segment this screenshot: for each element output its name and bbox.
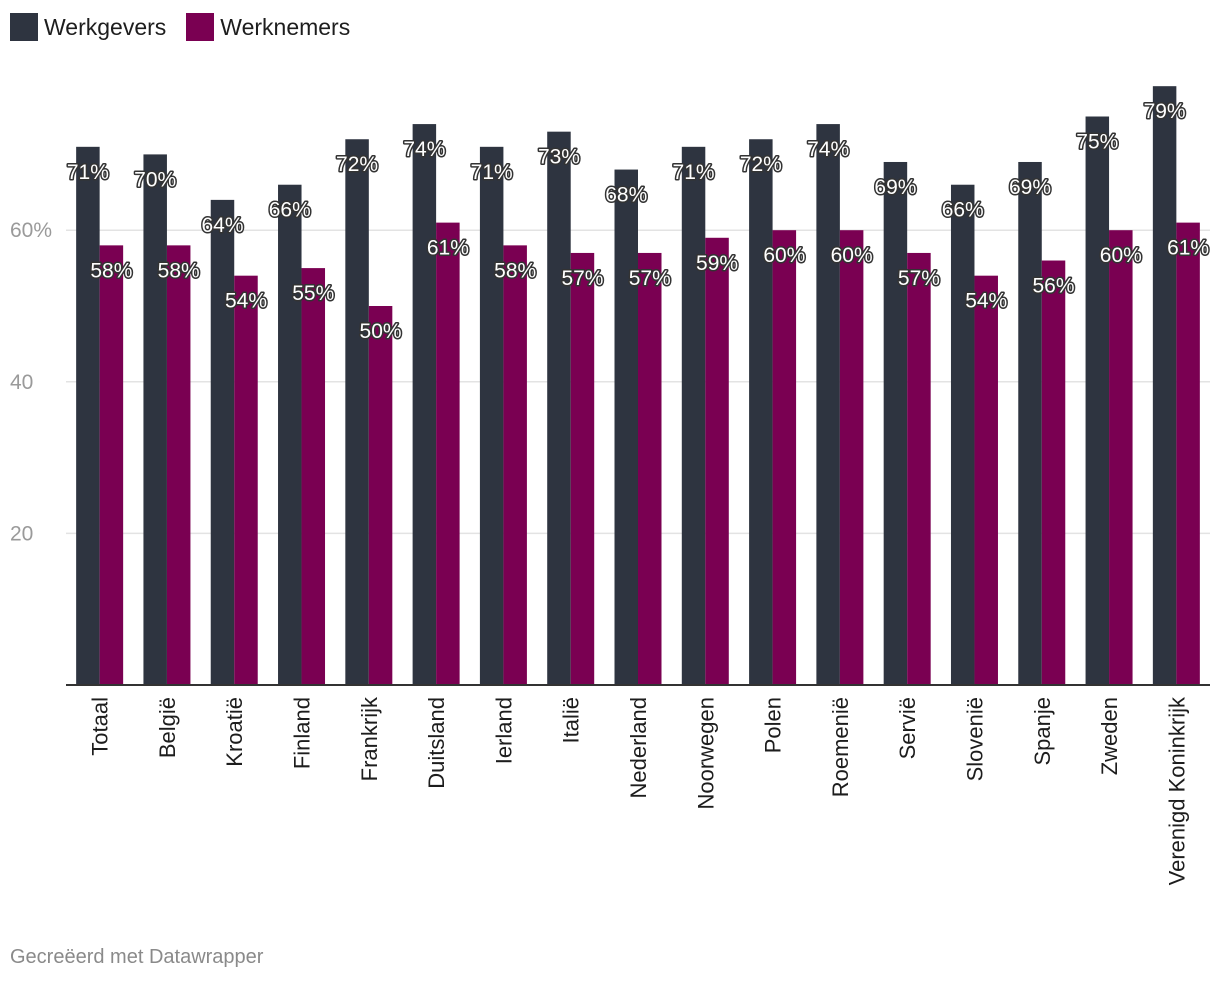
data-label-werknemers-nederland: 57%	[629, 267, 671, 290]
legend-item-werkgevers[interactable]: Werkgevers	[10, 13, 166, 41]
bar-werknemers-totaal	[99, 245, 124, 686]
legend-item-werknemers[interactable]: Werknemers	[186, 13, 350, 41]
data-label-werkgevers-servi-: 69%	[874, 176, 916, 199]
data-label-werknemers-frankrijk: 50%	[360, 320, 402, 343]
bar-werknemers-belgi-	[166, 245, 191, 686]
x-tick-label-frankrijk: Frankrijk	[357, 696, 382, 781]
y-tick-label-20: 20	[10, 522, 33, 545]
bar-werkgevers-nederland	[614, 169, 638, 685]
data-label-werknemers-duitsland: 61%	[427, 237, 469, 260]
data-label-werkgevers-verenigd-koninkrijk: 79%	[1144, 100, 1186, 123]
x-tick-label-verenigd-koninkrijk: Verenigd Koninkrijk	[1164, 696, 1189, 885]
data-label-werkgevers-noorwegen: 71%	[673, 161, 715, 184]
data-label-werknemers-verenigd-koninkrijk: 61%	[1167, 237, 1209, 260]
data-label-werkgevers-sloveni-: 66%	[942, 199, 984, 222]
x-tick-label-polen: Polen	[761, 697, 786, 753]
bar-werkgevers-duitsland	[412, 124, 437, 685]
data-label-werkgevers-polen: 72%	[740, 153, 782, 176]
bar-werknemers-nederland	[638, 252, 662, 685]
data-label-werkgevers-duitsland: 74%	[403, 138, 445, 161]
data-label-werknemers-finland: 55%	[292, 282, 334, 305]
x-tick-label-servi-: Servië	[895, 697, 920, 759]
legend-label-werknemers: Werknemers	[220, 13, 351, 40]
x-tick-label-ierland: Ierland	[491, 697, 516, 764]
bar-werkgevers-kroati-	[210, 199, 235, 685]
bar-werkgevers-frankrijk	[345, 139, 369, 686]
data-label-werknemers-noorwegen: 59%	[696, 252, 738, 275]
bar-werknemers-roemeni-	[839, 230, 864, 685]
bar-werknemers-noorwegen	[705, 237, 729, 685]
data-label-werknemers-spanje: 56%	[1032, 275, 1074, 298]
x-tick-label-kroati-: Kroatië	[222, 697, 247, 767]
data-label-werknemers-ierland: 58%	[494, 259, 536, 282]
bar-werknemers-duitsland	[436, 222, 460, 685]
bar-werknemers-spanje	[1041, 260, 1066, 685]
data-label-werknemers-roemeni-: 60%	[831, 244, 873, 267]
bar-werknemers-kroati-	[234, 275, 258, 685]
bar-werkgevers-belgi-	[143, 154, 167, 685]
data-label-werknemers-totaal: 58%	[90, 259, 132, 282]
bar-werknemers-itali-	[570, 252, 595, 685]
bar-werkgevers-itali-	[547, 131, 571, 685]
x-tick-label-nederland: Nederland	[626, 697, 651, 799]
bar-werknemers-polen	[772, 230, 797, 685]
x-tick-label-belgi-: België	[155, 697, 180, 758]
bar-werknemers-sloveni-	[974, 275, 998, 685]
data-label-werknemers-kroati-: 54%	[225, 290, 267, 313]
data-label-werkgevers-totaal: 71%	[67, 161, 109, 184]
x-tick-label-sloveni-: Slovenië	[962, 697, 987, 781]
bar-werkgevers-ierland	[479, 146, 504, 685]
y-tick-label-60: 60%	[10, 219, 52, 242]
data-label-werkgevers-finland: 66%	[269, 199, 311, 222]
footer-credit: Gecreëerd met Datawrapper	[10, 946, 264, 968]
data-label-werkgevers-ierland: 71%	[471, 161, 513, 184]
bar-werknemers-servi-	[907, 252, 931, 685]
data-label-werknemers-itali-: 57%	[561, 267, 603, 290]
legend-swatch-werknemers	[186, 13, 215, 41]
bar-werkgevers-verenigd-koninkrijk	[1152, 86, 1177, 686]
bar-werkgevers-noorwegen	[681, 146, 706, 685]
x-tick-label-finland: Finland	[290, 697, 315, 769]
bar-werkgevers-servi-	[883, 161, 908, 686]
x-tick-label-itali-: Italië	[559, 697, 584, 743]
bar-werkgevers-spanje	[1018, 161, 1042, 686]
legend-label-werkgevers: Werkgevers	[44, 13, 167, 40]
x-tick-label-noorwegen: Noorwegen	[693, 697, 718, 810]
bar-werknemers-frankrijk	[368, 306, 393, 685]
data-label-werknemers-belgi-: 58%	[158, 259, 200, 282]
legend-swatch-werkgevers	[10, 13, 38, 41]
data-label-werknemers-zweden: 60%	[1100, 244, 1142, 267]
data-label-werkgevers-itali-: 73%	[538, 146, 580, 169]
bar-werknemers-ierland	[503, 245, 527, 686]
data-label-werkgevers-nederland: 68%	[605, 184, 647, 207]
bar-werknemers-verenigd-koninkrijk	[1176, 222, 1200, 685]
bar-werknemers-zweden	[1109, 230, 1133, 685]
bar-werkgevers-zweden	[1085, 116, 1110, 685]
data-label-werkgevers-spanje: 69%	[1009, 176, 1051, 199]
x-tick-label-roemeni-: Roemenië	[828, 697, 853, 797]
data-label-werkgevers-belgi-: 70%	[134, 168, 176, 191]
data-label-werkgevers-kroati-: 64%	[201, 214, 243, 237]
x-tick-label-totaal: Totaal	[88, 697, 113, 756]
data-label-werknemers-sloveni-: 54%	[965, 290, 1007, 313]
bar-werkgevers-polen	[749, 139, 773, 686]
data-label-werkgevers-zweden: 75%	[1076, 131, 1118, 154]
bar-werkgevers-sloveni-	[950, 184, 975, 685]
bar-werkgevers-finland	[278, 184, 302, 685]
bar-werkgevers-totaal	[76, 146, 100, 685]
x-tick-label-duitsland: Duitsland	[424, 697, 449, 789]
data-label-werknemers-servi-: 57%	[898, 267, 940, 290]
bar-werknemers-finland	[301, 268, 326, 685]
data-label-werkgevers-roemeni-: 74%	[807, 138, 849, 161]
y-tick-label-40: 40	[10, 371, 33, 394]
x-tick-label-zweden: Zweden	[1097, 697, 1122, 775]
x-tick-label-spanje: Spanje	[1030, 697, 1055, 766]
data-label-werkgevers-frankrijk: 72%	[336, 153, 378, 176]
data-label-werknemers-polen: 60%	[763, 244, 805, 267]
bar-werkgevers-roemeni-	[816, 124, 840, 685]
legend: Werkgevers Werknemers	[10, 13, 350, 41]
